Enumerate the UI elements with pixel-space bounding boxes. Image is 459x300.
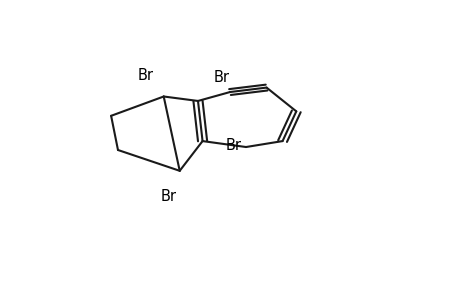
Text: Br: Br: [160, 189, 176, 204]
Text: Br: Br: [225, 138, 241, 153]
Text: Br: Br: [137, 68, 153, 83]
Text: Br: Br: [213, 70, 230, 85]
